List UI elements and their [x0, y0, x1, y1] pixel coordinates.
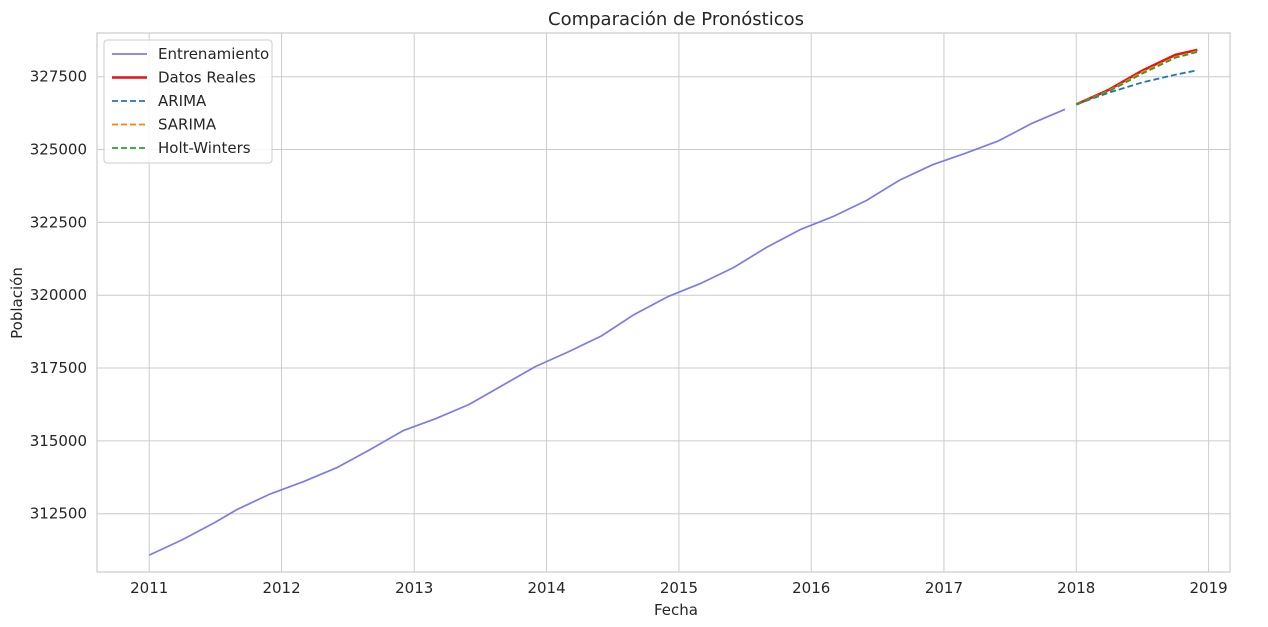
y-tick-label: 315000	[30, 432, 87, 450]
x-tick-label: 2018	[1057, 579, 1095, 597]
series-layer	[148, 48, 1198, 556]
plot-frame	[96, 32, 1231, 573]
x-axis-label: Fecha	[654, 601, 698, 619]
y-tick-label: 320000	[30, 286, 87, 304]
legend-label: Datos Reales	[158, 69, 256, 87]
grid-layer	[97, 33, 1230, 572]
y-tick-label: 327500	[30, 68, 87, 86]
y-tick-label: 312500	[30, 505, 87, 523]
y-tick-labels: 312500 315000 317500 320000 322500 325000 3275…	[30, 68, 87, 523]
x-tick-label: 2019	[1190, 579, 1228, 597]
x-tick-labels: 2011 2012 2013 2014 2015 2016 2017 2018 2019	[130, 579, 1228, 597]
x-tick-label: 2017	[925, 579, 963, 597]
series-line-holt-winters	[1075, 51, 1198, 106]
legend-label: Holt-Winters	[158, 139, 251, 157]
x-tick-label: 2011	[130, 579, 168, 597]
legend: Entrenamiento Datos Reales ARIMA SARIMA Holt…	[103, 39, 273, 164]
x-tick-label: 2013	[395, 579, 433, 597]
legend-box	[103, 39, 273, 164]
y-tick-label: 322500	[30, 213, 87, 231]
y-tick-label: 317500	[30, 359, 87, 377]
y-tick-label: 325000	[30, 141, 87, 159]
x-tick-label: 2015	[660, 579, 698, 597]
x-tick-label: 2014	[527, 579, 565, 597]
x-tick-label: 2012	[262, 579, 300, 597]
legend-label: ARIMA	[158, 92, 207, 110]
legend-label: Entrenamiento	[158, 45, 269, 63]
series-line-entrenamiento	[148, 108, 1066, 556]
y-axis-label: Población	[8, 267, 26, 339]
x-tick-label: 2016	[792, 579, 830, 597]
legend-label: SARIMA	[158, 116, 217, 134]
chart-title: Comparación de Pronósticos	[548, 9, 804, 30]
